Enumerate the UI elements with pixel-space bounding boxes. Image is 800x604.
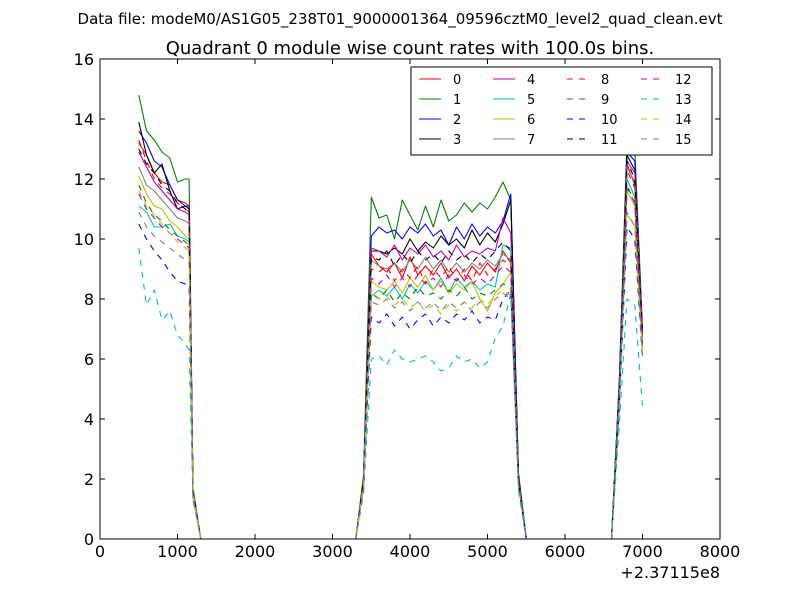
series-line-15: [138, 211, 644, 540]
y-tick-label: 8: [84, 290, 94, 309]
legend-label-0: 0: [453, 73, 461, 88]
x-tick-label: 7000: [622, 542, 663, 561]
legend-label-7: 7: [527, 133, 535, 148]
legend-label-9: 9: [601, 93, 609, 108]
legend-label-3: 3: [453, 133, 461, 148]
legend-label-10: 10: [601, 113, 618, 128]
chart-title: Quadrant 0 module wise count rates with …: [166, 38, 655, 59]
x-offset-label: +2.37115e8: [620, 563, 720, 582]
series-layer: [138, 94, 644, 540]
series-line-11: [138, 148, 644, 540]
y-tick-label: 16: [74, 50, 94, 69]
x-tick-label: 5000: [467, 542, 508, 561]
y-tick-label: 6: [84, 350, 94, 369]
x-tick-label: 0: [95, 542, 105, 561]
x-tick-label: 4000: [390, 542, 431, 561]
x-tick-label: 2000: [235, 542, 276, 561]
legend-label-12: 12: [675, 73, 692, 88]
chart-suptitle: Data file: modeM0/AS1G05_238T01_90000013…: [78, 10, 723, 29]
x-tick-label: 3000: [312, 542, 353, 561]
series-line-9: [138, 184, 644, 540]
legend-label-8: 8: [601, 73, 609, 88]
legend-label-14: 14: [675, 113, 692, 128]
x-tick-label: 6000: [545, 542, 586, 561]
y-tick-label: 10: [74, 230, 94, 249]
ticks-layer: 0 1000 2000 3000 4000 5000 6000 7000 80000246810…: [74, 50, 741, 561]
y-tick-label: 4: [84, 410, 94, 429]
legend-label-13: 13: [675, 93, 692, 108]
legend-box: [410, 66, 713, 156]
y-tick-label: 12: [74, 170, 94, 189]
legend-label-5: 5: [527, 93, 535, 108]
legend-label-11: 11: [601, 133, 618, 148]
legend-label-6: 6: [527, 113, 535, 128]
series-line-13: [138, 247, 644, 540]
y-tick-label: 14: [74, 110, 94, 129]
y-tick-label: 2: [84, 470, 94, 489]
x-tick-label: 1000: [157, 542, 198, 561]
legend-label-2: 2: [453, 113, 461, 128]
x-tick-label: 8000: [700, 542, 741, 561]
y-tick-label: 0: [84, 530, 94, 549]
legend-label-15: 15: [675, 133, 692, 148]
legend-label-4: 4: [527, 73, 535, 88]
legend-label-1: 1: [453, 93, 461, 108]
